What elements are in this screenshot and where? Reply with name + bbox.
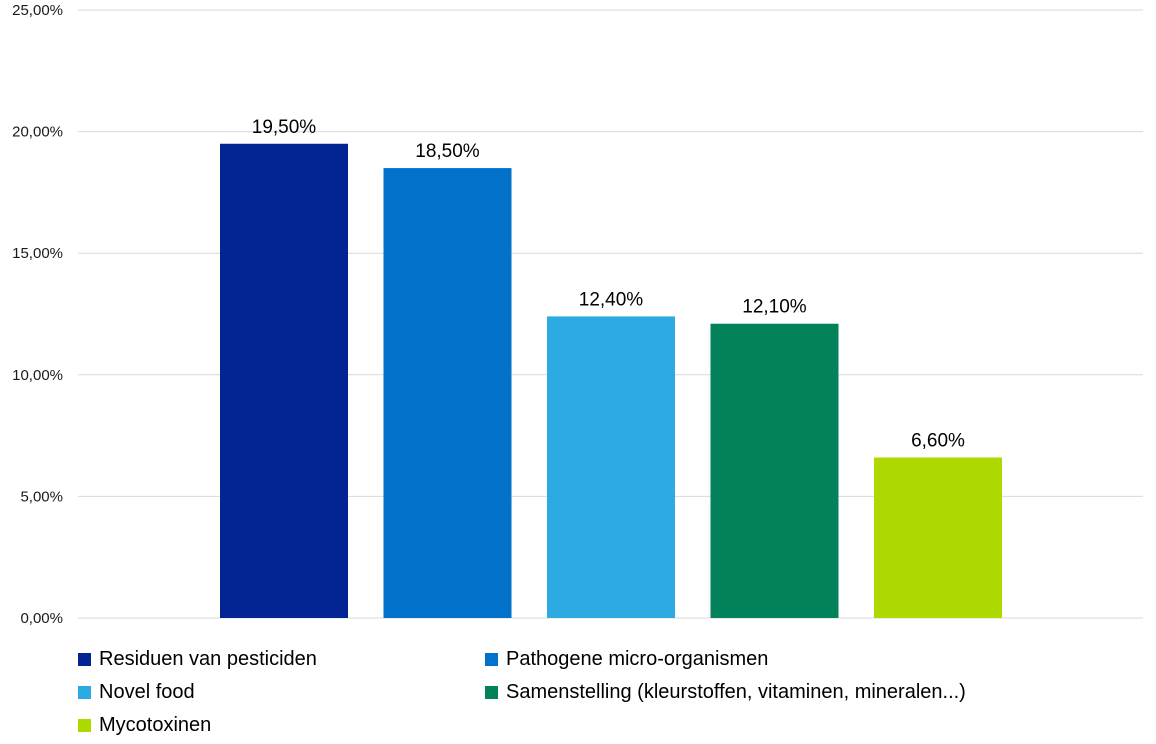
y-axis-tick-labels: 0,00% 5,00% 10,00% 15,00% 20,00% 25,00%	[12, 2, 63, 627]
data-label-1: 19,50%	[252, 117, 317, 138]
data-label-3: 12,40%	[579, 289, 644, 310]
legend-swatch	[78, 719, 91, 732]
legend: Residuen van pesticiden Pathogene micro-o…	[0, 648, 1156, 744]
legend-swatch	[78, 653, 91, 666]
data-labels: 19,50% 18,50% 12,40% 12,10% 6,60%	[252, 117, 965, 452]
legend-item-1: Residuen van pesticiden	[78, 648, 317, 671]
legend-swatch	[485, 653, 498, 666]
legend-item-3: Novel food	[78, 681, 195, 704]
bar-2	[383, 168, 512, 618]
legend-label: Residuen van pesticiden	[99, 648, 317, 670]
data-label-5: 6,60%	[911, 430, 965, 451]
bars	[220, 143, 1002, 618]
legend-label: Mycotoxinen	[99, 714, 212, 736]
bar-4	[710, 323, 839, 618]
legend-swatch	[485, 686, 498, 699]
bar-3	[547, 316, 675, 618]
legend-swatch	[78, 686, 91, 699]
legend-label: Pathogene micro-organismen	[506, 648, 769, 670]
legend-label: Novel food	[99, 681, 195, 703]
y-tick-label: 25,00%	[12, 2, 63, 19]
bar-chart: 0,00% 5,00% 10,00% 15,00% 20,00% 25,00% 19,50…	[12, 2, 1143, 627]
y-tick-label: 0,00%	[20, 610, 63, 627]
legend-item-4: Samenstelling (kleurstoffen, vitaminen, …	[485, 681, 966, 704]
data-label-2: 18,50%	[415, 141, 480, 162]
bar-1	[220, 143, 348, 618]
y-tick-label: 10,00%	[12, 367, 63, 384]
legend-item-2: Pathogene micro-organismen	[485, 648, 768, 671]
legend-label: Samenstelling (kleurstoffen, vitaminen, …	[506, 681, 966, 703]
legend-item-5: Mycotoxinen	[78, 714, 211, 737]
y-tick-label: 20,00%	[12, 124, 63, 141]
y-tick-label: 15,00%	[12, 245, 63, 262]
bar-5	[874, 457, 1002, 618]
data-label-4: 12,10%	[742, 297, 807, 318]
y-tick-label: 5,00%	[20, 488, 63, 505]
